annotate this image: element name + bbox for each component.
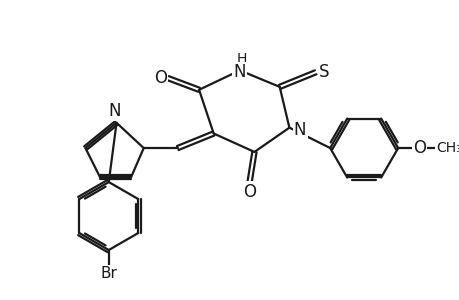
Text: N: N (108, 102, 121, 120)
Text: O: O (153, 69, 166, 87)
Text: N: N (233, 63, 246, 81)
Text: O: O (412, 139, 425, 157)
Text: CH₃: CH₃ (435, 141, 459, 155)
Text: H: H (236, 52, 246, 66)
Text: O: O (242, 183, 256, 201)
Text: S: S (319, 63, 329, 81)
Text: Br: Br (100, 266, 117, 281)
Text: N: N (293, 121, 306, 139)
